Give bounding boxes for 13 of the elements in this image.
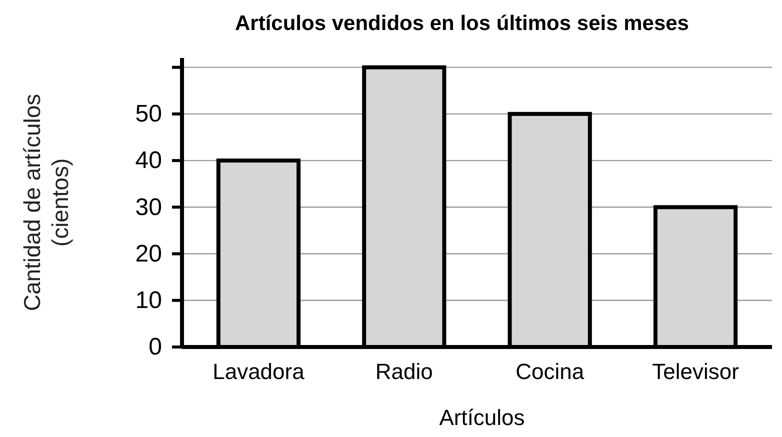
y-tick-label: 20 [135,240,162,268]
y-tick-label: 40 [135,147,162,174]
x-tick-label: Radio [375,359,433,384]
chart-title: Artículos vendidos en los últimos seis meses [235,12,689,35]
x-tick-label: Televisor [652,359,739,384]
x-tick-label: Cocina [516,359,585,384]
y-tick-label: 50 [135,100,162,128]
y-axis-title: Cantidad de artículos (cientos) [19,94,73,312]
x-axis-title: Artículos [439,405,525,430]
y-tick-label: 10 [135,287,162,314]
y-tick-label: 30 [135,194,162,221]
x-tick-label: Lavadora [212,359,306,384]
y-tick-label: 0 [148,334,162,361]
